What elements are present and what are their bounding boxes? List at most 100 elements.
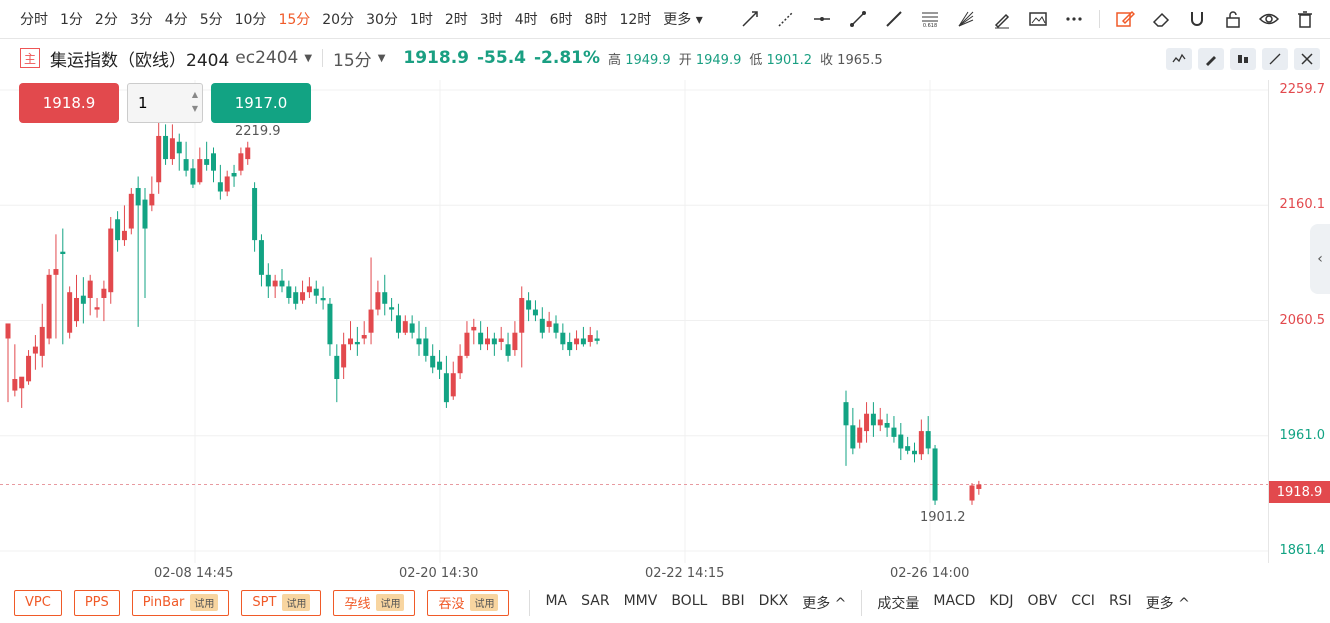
period-tab[interactable]: 4分 bbox=[164, 12, 188, 28]
period-tab[interactable]: 15分 bbox=[278, 12, 311, 28]
eye-icon[interactable] bbox=[1258, 8, 1280, 30]
candlestick-chart[interactable]: 2219.9 1901.2 bbox=[0, 80, 1268, 563]
collapse-icon[interactable] bbox=[1262, 48, 1288, 70]
gann-fan-icon[interactable] bbox=[955, 8, 977, 30]
candle-body bbox=[183, 159, 189, 171]
instrument-code[interactable]: ec2404 bbox=[235, 48, 299, 68]
pattern-chip[interactable]: SPT 试用 bbox=[241, 589, 322, 616]
chart-type-icon[interactable] bbox=[1166, 48, 1192, 70]
trash-icon[interactable] bbox=[1294, 8, 1316, 30]
indicator-item[interactable]: DKX bbox=[758, 592, 789, 609]
candle-body bbox=[423, 338, 429, 356]
candle-body bbox=[389, 307, 395, 310]
brush-icon[interactable] bbox=[991, 8, 1013, 30]
period-dropdown-icon[interactable]: ▼ bbox=[377, 52, 386, 64]
segment-line-icon[interactable] bbox=[847, 8, 869, 30]
chevron-left-icon: ‹ bbox=[1317, 251, 1323, 267]
candle-body bbox=[870, 413, 876, 426]
period-more-button[interactable]: 更多 ▾ bbox=[663, 12, 703, 28]
indicator-item[interactable]: 更多 ^ bbox=[1145, 595, 1190, 612]
image-icon[interactable] bbox=[1027, 8, 1049, 30]
header-buttons bbox=[1166, 48, 1320, 70]
period-tab[interactable]: 3分 bbox=[129, 12, 153, 28]
period-tab[interactable]: 分时 bbox=[20, 12, 48, 28]
magnet-icon[interactable] bbox=[1186, 8, 1208, 30]
more-dots-icon[interactable] bbox=[1063, 8, 1085, 30]
period-tab[interactable]: 6时 bbox=[549, 12, 573, 28]
candle-body bbox=[252, 188, 258, 241]
pattern-chip[interactable]: PinBar 试用 bbox=[131, 589, 230, 616]
period-tab[interactable]: 1时 bbox=[409, 12, 433, 28]
pattern-chip[interactable]: 吞没 试用 bbox=[427, 589, 510, 616]
candle-style-icon[interactable] bbox=[1230, 48, 1256, 70]
pattern-chip[interactable]: 孕线 试用 bbox=[333, 589, 416, 616]
chip-label: PinBar bbox=[142, 595, 185, 610]
indicator-item[interactable]: BBI bbox=[721, 592, 745, 609]
lock-icon[interactable] bbox=[1222, 8, 1244, 30]
period-tab[interactable]: 4时 bbox=[514, 12, 538, 28]
instrument-header: 主 集运指数（欧线）2404 ec2404 ▼ 15分 ▼ 1918.9 -55… bbox=[0, 40, 1330, 76]
candle-body bbox=[402, 321, 408, 333]
indicator-item[interactable]: MMV bbox=[623, 592, 658, 609]
candle-body bbox=[478, 332, 484, 345]
indicator-item[interactable]: OBV bbox=[1027, 592, 1058, 609]
period-tab[interactable]: 2分 bbox=[94, 12, 118, 28]
candle-body bbox=[395, 315, 401, 333]
candle-body bbox=[238, 153, 244, 171]
indicator-item[interactable]: MACD bbox=[933, 592, 976, 609]
eraser-icon[interactable] bbox=[1150, 8, 1172, 30]
chart-period[interactable]: 15分 bbox=[333, 50, 372, 71]
indicator-bar: VPC PPS PinBar 试用 SPT 试用 孕线 试用 吞没 试用 MA SAR MMV BOLL… bbox=[0, 582, 1330, 623]
pattern-chip[interactable]: VPC bbox=[14, 589, 62, 616]
time-tick: 02-20 14:30 bbox=[399, 566, 479, 581]
period-tab[interactable]: 8时 bbox=[584, 12, 608, 28]
open-value: 1949.9 bbox=[695, 52, 742, 68]
pattern-chip[interactable]: PPS bbox=[73, 589, 120, 616]
instrument-name[interactable]: 集运指数（欧线）2404 bbox=[50, 50, 230, 71]
period-tab[interactable]: 1分 bbox=[60, 12, 83, 28]
candle-body bbox=[26, 355, 32, 382]
period-tab[interactable]: 30分 bbox=[366, 12, 398, 28]
indicator-item[interactable]: 更多 ^ bbox=[802, 595, 847, 612]
period-tab[interactable]: 3时 bbox=[479, 12, 503, 28]
indicator-item[interactable]: KDJ bbox=[989, 592, 1014, 609]
pen-line-icon[interactable] bbox=[883, 8, 905, 30]
price-tick: 2060.5 bbox=[1279, 312, 1326, 328]
pen-icon[interactable] bbox=[1198, 48, 1224, 70]
indicator-item[interactable]: CCI bbox=[1071, 592, 1095, 609]
trial-badge: 试用 bbox=[282, 594, 311, 611]
period-tab[interactable]: 20分 bbox=[322, 12, 355, 28]
price-axis: 2259.7 2160.1 2060.5 1961.0 1861.4 bbox=[1268, 80, 1330, 563]
indicator-item[interactable]: BOLL bbox=[671, 592, 708, 609]
quantity-input[interactable] bbox=[128, 84, 190, 122]
period-tab[interactable]: 10分 bbox=[234, 12, 267, 28]
period-tab[interactable]: 5分 bbox=[199, 12, 223, 28]
edit-active-icon[interactable] bbox=[1114, 8, 1136, 30]
period-tab[interactable]: 12时 bbox=[619, 12, 652, 28]
period-tab[interactable]: 2时 bbox=[444, 12, 468, 28]
close-icon[interactable] bbox=[1294, 48, 1320, 70]
candle-body bbox=[341, 344, 347, 368]
sell-button[interactable]: 1918.9 bbox=[19, 83, 119, 123]
side-panel-toggle[interactable]: ‹ bbox=[1310, 224, 1330, 294]
candle-body bbox=[416, 338, 422, 345]
price-tick: 1861.4 bbox=[1279, 543, 1326, 558]
candle-body bbox=[354, 341, 360, 345]
buy-button[interactable]: 1917.0 bbox=[211, 83, 311, 123]
indicator-item[interactable]: MA bbox=[545, 592, 568, 609]
ray-line-icon[interactable] bbox=[739, 8, 761, 30]
candle-body bbox=[231, 172, 237, 177]
instrument-dropdown-icon[interactable]: ▼ bbox=[304, 52, 313, 64]
quantity-stepper[interactable]: ▲▼ bbox=[127, 83, 203, 123]
indicator-item[interactable]: 成交量 bbox=[877, 595, 920, 612]
candle-body bbox=[918, 431, 924, 455]
candle-body bbox=[430, 355, 436, 368]
candle-body bbox=[135, 188, 141, 206]
indicator-item[interactable]: RSI bbox=[1108, 592, 1132, 609]
stepper-arrows-icon[interactable]: ▲ ▼ bbox=[191, 90, 198, 113]
trial-badge: 试用 bbox=[190, 594, 219, 611]
dashed-line-icon[interactable] bbox=[775, 8, 797, 30]
indicator-item[interactable]: SAR bbox=[581, 592, 610, 609]
horizontal-line-icon[interactable] bbox=[811, 8, 833, 30]
fibonacci-icon[interactable]: 0.618 bbox=[919, 8, 941, 30]
